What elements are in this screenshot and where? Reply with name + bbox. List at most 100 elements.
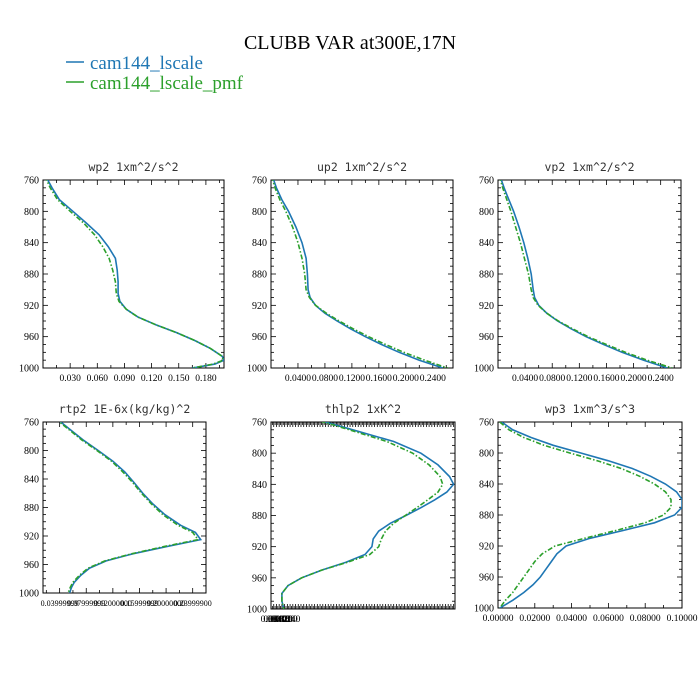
rtp2-ytick-label: 880 [24, 503, 39, 514]
thlp2-xtick-label: 0.0240 [274, 615, 300, 625]
thlp2-xtick-label: 0.0080 [263, 615, 289, 625]
thlp2-title: thlp2 1xK^2 [325, 402, 401, 416]
thlp2-xtick-label: 0.0040 [261, 615, 287, 625]
rtp2-title: rtp2 1E-6x(kg/kg)^2 [59, 402, 191, 416]
thlp2-ytick-label: 960 [252, 573, 267, 584]
rtp2-xtick-label: 0.20000000 [147, 599, 185, 608]
up2-xtick-label: 0.2400 [420, 374, 446, 384]
wp3-ytick-label: 920 [479, 542, 494, 553]
wp3-series-lscale-line [499, 422, 682, 608]
thlp2-xtick-label: 0.0120 [266, 615, 292, 625]
vp2-ytick-label: 880 [479, 270, 494, 281]
wp3-series-lscale-pmf-line [499, 422, 672, 608]
wp2-xtick-label: 0.150 [168, 374, 190, 384]
vp2-ytick-label: 840 [479, 238, 494, 249]
thlp2-xtick-label: 0.0200 [272, 615, 298, 625]
up2-ytick-label: 960 [252, 332, 267, 343]
thlp2-ytick-label: 760 [252, 418, 267, 429]
rtp2-ytick-label: 760 [24, 418, 39, 429]
wp3-ytick-label: 760 [479, 418, 494, 429]
rtp2-ytick-label: 920 [24, 532, 39, 543]
up2-ytick-label: 920 [252, 301, 267, 312]
up2-xtick-label: 0.1200 [339, 374, 365, 384]
wp3-ytick-label: 840 [479, 480, 494, 491]
panel-rtp2: rtp2 1E-6x(kg/kg)^2 760 800 840 880 920 960 100… [19, 402, 212, 608]
up2-series-lscale-line [272, 180, 444, 368]
vp2-series-lscale-line [500, 180, 668, 368]
vp2-ytick-label: 760 [479, 176, 494, 187]
rtp2-series-lscale-line [59, 422, 203, 593]
thlp2-ytick-label: 1000 [247, 605, 267, 616]
thlp2-xtick-label: 0.0160 [269, 615, 295, 625]
vp2-xtick-label: 0.2000 [620, 374, 646, 384]
wp3-ytick-label: 800 [479, 449, 494, 460]
legend: cam144_lscale cam144_lscale_pmf [66, 53, 244, 94]
wp2-ytick-label: 960 [24, 332, 39, 343]
wp3-xtick-label: 0.02000 [519, 614, 550, 624]
rtp2-ytick-label: 1000 [19, 589, 39, 600]
vp2-ytick-label: 1000 [474, 364, 494, 375]
panel-thlp2: thlp2 1xK^2 760 800 840 880 920 960 10000.00400… [247, 402, 456, 625]
wp2-title: wp2 1xm^2/s^2 [88, 160, 178, 174]
up2-series-lscale-pmf-line [271, 180, 448, 368]
rtp2-xtick-label: 0.03999999 [41, 599, 79, 608]
vp2-xtick-label: 0.1600 [593, 374, 619, 384]
wp2-ytick-label: 800 [24, 207, 39, 218]
up2-ytick-label: 760 [252, 176, 267, 187]
up2-title: up2 1xm^2/s^2 [317, 160, 407, 174]
vp2-xtick-label: 0.0400 [512, 374, 538, 384]
wp2-xtick-label: 0.180 [195, 374, 217, 384]
wp3-xtick-label: 0.08000 [630, 614, 661, 624]
up2-ytick-label: 880 [252, 270, 267, 281]
panels: wp2 1xm^2/s^2 760 800 840 880 920 960 1000 0.030… [19, 160, 698, 625]
wp3-title: wp3 1xm^3/s^3 [545, 402, 635, 416]
wp3-ytick-label: 1000 [474, 604, 494, 615]
wp3-xtick-label: 0.04000 [556, 614, 587, 624]
vp2-xtick-label: 0.1200 [566, 374, 592, 384]
rtp2-ytick-label: 960 [24, 560, 39, 571]
thlp2-series-lscale-pmf-line [281, 422, 444, 609]
rtp2-xtick-label: 0.15999999 [120, 599, 158, 608]
wp2-series-lscale-pmf-line [45, 180, 224, 368]
up2-ytick-label: 800 [252, 207, 267, 218]
legend-label-lscale: cam144_lscale [90, 53, 203, 74]
wp3-plot-frame [497, 421, 683, 609]
thlp2-ytick-label: 880 [252, 511, 267, 522]
wp2-series-lscale-line [46, 180, 224, 368]
vp2-series-lscale-pmf-line [499, 180, 673, 368]
thlp2-plot-frame [270, 421, 456, 610]
up2-xtick-label: 0.0800 [312, 374, 338, 384]
vp2-xtick-label: 0.0800 [539, 374, 565, 384]
wp3-xtick-label: 0.00000 [483, 614, 514, 624]
up2-plot-frame [270, 179, 454, 369]
wp2-ytick-label: 1000 [19, 364, 39, 375]
wp2-xtick-label: 0.120 [141, 374, 163, 384]
wp2-ytick-label: 880 [24, 270, 39, 281]
rtp2-ytick-label: 800 [24, 446, 39, 457]
panel-vp2: vp2 1xm^2/s^2 760 800 840 880 920 960 1000 0.040… [474, 160, 682, 384]
rtp2-xtick-label: 0.07999999 [67, 599, 105, 608]
thlp2-ytick-label: 800 [252, 449, 267, 460]
vp2-title: vp2 1xm^2/s^2 [544, 160, 634, 174]
panel-wp3: wp3 1xm^3/s^3 760 800 840 880 920 960 10000.000… [474, 402, 698, 624]
thlp2-ytick-label: 920 [252, 542, 267, 553]
up2-ytick-label: 1000 [247, 364, 267, 375]
rtp2-plot-frame [42, 421, 207, 594]
panel-up2: up2 1xm^2/s^2 760 800 840 880 920 960 1000 0.040… [247, 160, 454, 384]
wp3-ytick-label: 880 [479, 511, 494, 522]
vp2-ytick-label: 960 [479, 332, 494, 343]
vp2-plot-frame [497, 179, 682, 369]
rtp2-xtick-label: 0.23999900 [174, 599, 212, 608]
panel-wp2: wp2 1xm^2/s^2 760 800 840 880 920 960 1000 0.030… [19, 160, 225, 384]
vp2-xtick-label: 0.2400 [648, 374, 674, 384]
wp3-ytick-label: 960 [479, 573, 494, 584]
up2-ytick-label: 840 [252, 238, 267, 249]
rtp2-series-lscale-pmf-line [58, 422, 200, 593]
wp3-xtick-label: 0.10000 [667, 614, 698, 624]
legend-label-lscale-pmf: cam144_lscale_pmf [90, 73, 244, 94]
vp2-ytick-label: 800 [479, 207, 494, 218]
up2-xtick-label: 0.0400 [285, 374, 311, 384]
wp2-ytick-label: 840 [24, 238, 39, 249]
wp2-ytick-label: 760 [24, 176, 39, 187]
